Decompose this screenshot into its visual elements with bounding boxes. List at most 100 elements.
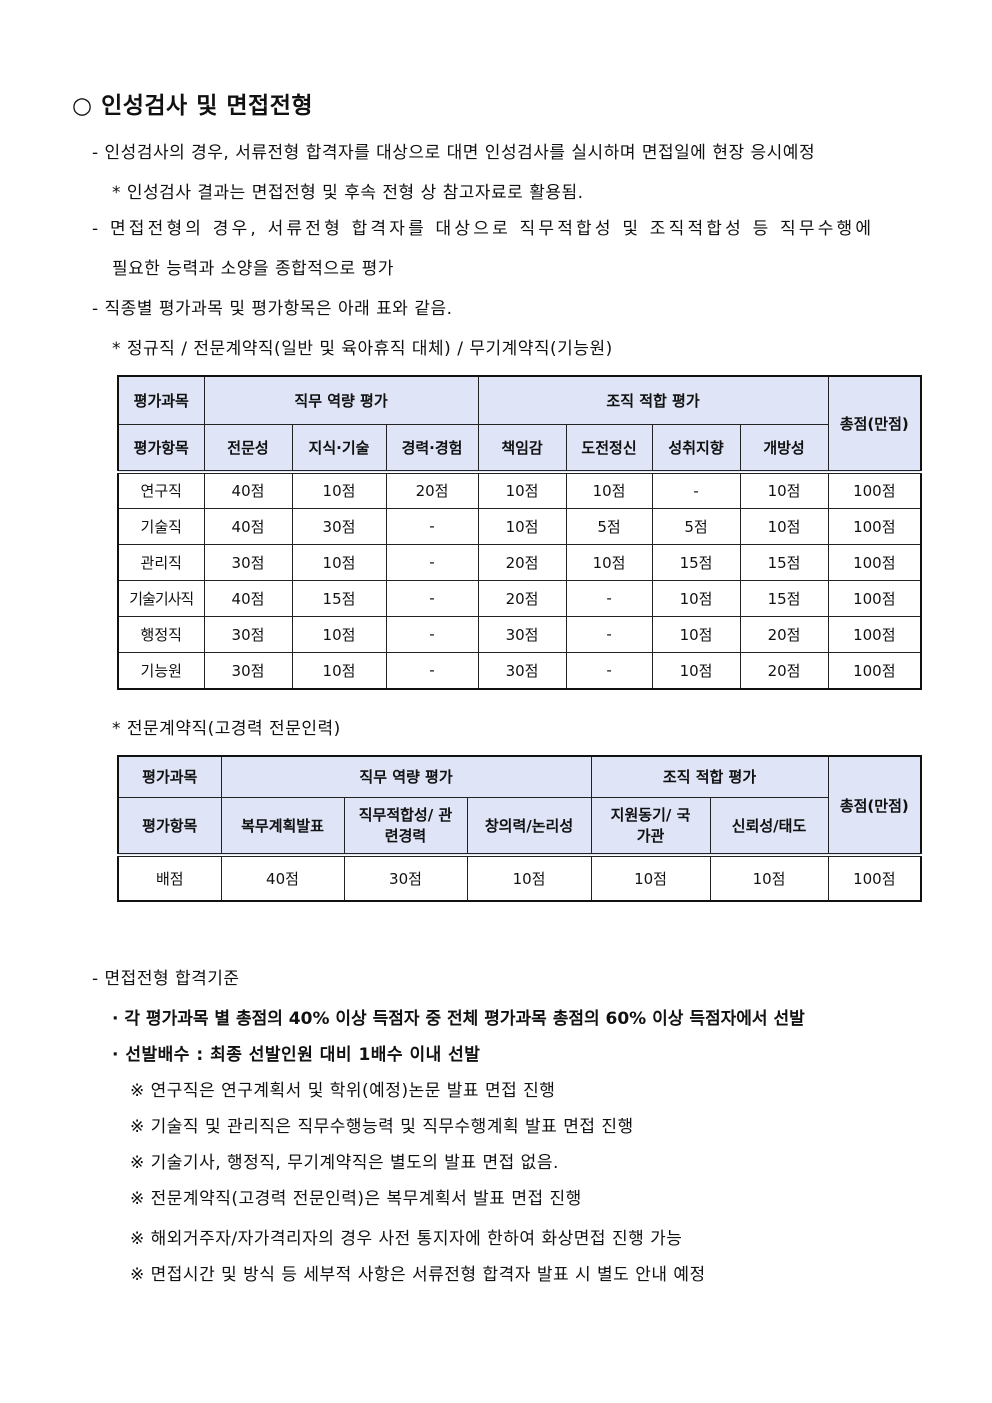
table-cell: 100점 <box>827 543 922 581</box>
table-cell: 10점 <box>651 651 741 690</box>
table-cell: - <box>385 507 479 545</box>
item-header: 전문성 <box>203 423 293 474</box>
text-line: * 정규직 / 전문계약직(일반 및 육아휴직 대체) / 무기계약직(기능원) <box>112 339 613 359</box>
table-cell: 40점 <box>203 471 293 509</box>
criteria-note: ※ 해외거주자/자가격리자의 경우 사전 통지자에 한하여 화상면접 진행 가능 <box>130 1229 683 1249</box>
table-cell: - <box>385 579 479 617</box>
table-cell: - <box>385 651 479 690</box>
criteria-heading: - 면접전형 합격기준 <box>92 969 240 989</box>
item-header: 지원동기/ 국가관 <box>590 796 711 857</box>
table-cell: 100점 <box>827 579 922 617</box>
criteria-note: ※ 기술기사, 행정직, 무기계약직은 별도의 발표 면접 없음. <box>130 1153 559 1173</box>
section-title: ○ 인성검사 및 면접전형 <box>72 93 314 119</box>
table-cell: 10점 <box>709 854 829 902</box>
table-row: 기능원 30점 10점 -30점 -10점 20점 100점 <box>117 651 922 690</box>
table-cell: 15점 <box>739 579 829 617</box>
text-line: * 인성검사 결과는 면접전형 및 후속 전형 상 참고자료로 활용됨. <box>112 183 584 203</box>
criteria-bullet: · 선발배수 : 최종 선발인원 대비 1배수 이내 선발 <box>112 1045 481 1065</box>
table-cell: 100점 <box>827 471 922 509</box>
item-header: 도전정신 <box>565 423 653 474</box>
item-header: 책임감 <box>477 423 567 474</box>
table-row: 행정직 30점 10점 -30점 -10점 20점 100점 <box>117 615 922 653</box>
table-cell: 20점 <box>385 471 479 509</box>
job-type-cell: 관리직 <box>117 543 205 581</box>
table-cell: 20점 <box>739 615 829 653</box>
table-cell: 20점 <box>477 579 567 617</box>
job-type-cell: 행정직 <box>117 615 205 653</box>
item-label: 평가항목 <box>117 796 222 857</box>
subject-label: 평가과목 <box>117 375 205 425</box>
evaluation-table-regular: 평가과목 직무 역량 평가 조직 적합 평가 총점(만점) 평가항목 전문성 지식·기술… <box>117 375 923 690</box>
item-header: 지식·기술 <box>291 423 387 474</box>
item-header: 성취지향 <box>651 423 741 474</box>
job-type-cell: 기능원 <box>117 651 205 690</box>
table-cell: 10점 <box>651 579 741 617</box>
evaluation-table-senior: 평가과목 직무 역량 평가 조직 적합 평가 총점(만점) 평가항목 복무계획발표 직무… <box>117 755 923 902</box>
table-cell: 30점 <box>343 854 468 902</box>
table-cell: 100점 <box>827 651 922 690</box>
item-header: 복무계획발표 <box>220 796 345 857</box>
table-cell: - <box>651 471 741 509</box>
item-header: 창의력/논리성 <box>466 796 592 857</box>
table-cell: 20점 <box>477 543 567 581</box>
item-header: 직무적합성/ 관련경력 <box>343 796 468 857</box>
item-header: 경력·경험 <box>385 423 479 474</box>
table-cell: 10점 <box>739 471 829 509</box>
table-cell: 20점 <box>739 651 829 690</box>
table-cell: 10점 <box>291 615 387 653</box>
text-line: - 면접전형의 경우, 서류전형 합격자를 대상으로 직무적합성 및 조직적합성… <box>92 219 875 239</box>
group-org-fit: 조직 적합 평가 <box>477 375 829 425</box>
table-cell: 30점 <box>291 507 387 545</box>
table-row: 기술기사직 40점 15점 -20점 -10점 15점 100점 <box>117 579 922 617</box>
item-label: 평가항목 <box>117 423 205 474</box>
table-cell: 15점 <box>651 543 741 581</box>
table-cell: 10점 <box>291 651 387 690</box>
table-cell: 40점 <box>203 507 293 545</box>
table-cell: 15점 <box>739 543 829 581</box>
table-cell: 10점 <box>651 615 741 653</box>
table-cell: 30점 <box>477 651 567 690</box>
job-type-cell: 연구직 <box>117 471 205 509</box>
table-row: 관리직 30점 10점 -20점 10점 15점 15점 100점 <box>117 543 922 581</box>
item-header: 개방성 <box>739 423 829 474</box>
table-cell: 10점 <box>291 543 387 581</box>
job-type-cell: 기술기사직 <box>117 579 205 617</box>
table-cell: 100점 <box>827 854 922 902</box>
table-cell: 15점 <box>291 579 387 617</box>
table-cell: 배점 <box>117 854 222 902</box>
criteria-note: ※ 면접시간 및 방식 등 세부적 사항은 서류전형 합격자 발표 시 별도 안… <box>130 1265 706 1285</box>
table2-caption: * 전문계약직(고경력 전문인력) <box>112 719 341 739</box>
criteria-note: ※ 기술직 및 관리직은 직무수행능력 및 직무수행계획 발표 면접 진행 <box>130 1117 634 1137</box>
table-cell: 10점 <box>477 471 567 509</box>
criteria-note: ※ 전문계약직(고경력 전문인력)은 복무계획서 발표 면접 진행 <box>130 1189 582 1209</box>
table-cell: 30점 <box>203 615 293 653</box>
text-line: - 인성검사의 경우, 서류전형 합격자를 대상으로 대면 인성검사를 실시하며… <box>92 143 816 163</box>
table-cell: 40점 <box>220 854 345 902</box>
table-cell: - <box>565 579 653 617</box>
table-cell: 5점 <box>565 507 653 545</box>
table-cell: 10점 <box>739 507 829 545</box>
table-cell: 10점 <box>565 543 653 581</box>
table-cell: - <box>565 651 653 690</box>
table-cell: 10점 <box>291 471 387 509</box>
table-row: 연구직 40점 10점 20점 10점 10점 -10점 100점 <box>117 471 922 509</box>
subject-label: 평가과목 <box>117 755 222 798</box>
group-job-competency: 직무 역량 평가 <box>220 755 592 798</box>
table-cell: 10점 <box>477 507 567 545</box>
table-row: 기술직 40점 30점 -10점 5점 5점 10점 100점 <box>117 507 922 545</box>
criteria-note: ※ 연구직은 연구계획서 및 학위(예정)논문 발표 면접 진행 <box>130 1081 556 1101</box>
table-cell: 30점 <box>477 615 567 653</box>
item-header: 신뢰성/태도 <box>709 796 829 857</box>
group-job-competency: 직무 역량 평가 <box>203 375 479 425</box>
table-cell: - <box>385 615 479 653</box>
total-label: 총점(만점) <box>827 755 922 857</box>
criteria-bullet: · 각 평가과목 별 총점의 40% 이상 득점자 중 전체 평가과목 총점의 … <box>112 1009 805 1029</box>
text-line: 필요한 능력과 소양을 종합적으로 평가 <box>112 259 394 279</box>
table-cell: 5점 <box>651 507 741 545</box>
text-line: - 직종별 평가과목 및 평가항목은 아래 표와 같음. <box>92 299 453 319</box>
job-type-cell: 기술직 <box>117 507 205 545</box>
table-cell: - <box>385 543 479 581</box>
table-cell: 10점 <box>565 471 653 509</box>
table-cell: - <box>565 615 653 653</box>
